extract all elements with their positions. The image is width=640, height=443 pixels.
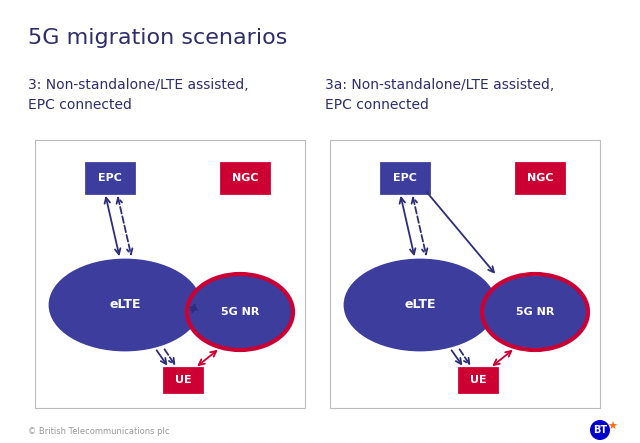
- FancyBboxPatch shape: [381, 163, 429, 193]
- Text: © British Telecommunications plc: © British Telecommunications plc: [28, 427, 170, 436]
- Text: UE: UE: [175, 375, 191, 385]
- FancyBboxPatch shape: [459, 368, 497, 392]
- Text: EPC: EPC: [98, 173, 122, 183]
- Text: NGC: NGC: [527, 173, 553, 183]
- Ellipse shape: [345, 260, 495, 350]
- FancyBboxPatch shape: [86, 163, 134, 193]
- Text: 5G NR: 5G NR: [221, 307, 259, 317]
- Text: eLTE: eLTE: [109, 299, 141, 311]
- Text: 3a: Non-standalone/LTE assisted,
EPC connected: 3a: Non-standalone/LTE assisted, EPC con…: [325, 78, 554, 112]
- Text: 5G NR: 5G NR: [516, 307, 554, 317]
- Ellipse shape: [482, 274, 588, 350]
- Ellipse shape: [187, 274, 293, 350]
- Text: eLTE: eLTE: [404, 299, 436, 311]
- Circle shape: [590, 420, 610, 440]
- Text: UE: UE: [470, 375, 486, 385]
- Text: EPC: EPC: [393, 173, 417, 183]
- Text: 3: Non-standalone/LTE assisted,
EPC connected: 3: Non-standalone/LTE assisted, EPC conn…: [28, 78, 248, 112]
- FancyBboxPatch shape: [164, 368, 202, 392]
- FancyBboxPatch shape: [221, 163, 269, 193]
- Text: ★: ★: [607, 422, 617, 432]
- Ellipse shape: [50, 260, 200, 350]
- FancyBboxPatch shape: [330, 140, 600, 408]
- Text: 5G migration scenarios: 5G migration scenarios: [28, 28, 287, 48]
- Text: BT: BT: [593, 425, 607, 435]
- FancyBboxPatch shape: [35, 140, 305, 408]
- FancyBboxPatch shape: [516, 163, 564, 193]
- Text: NGC: NGC: [232, 173, 259, 183]
